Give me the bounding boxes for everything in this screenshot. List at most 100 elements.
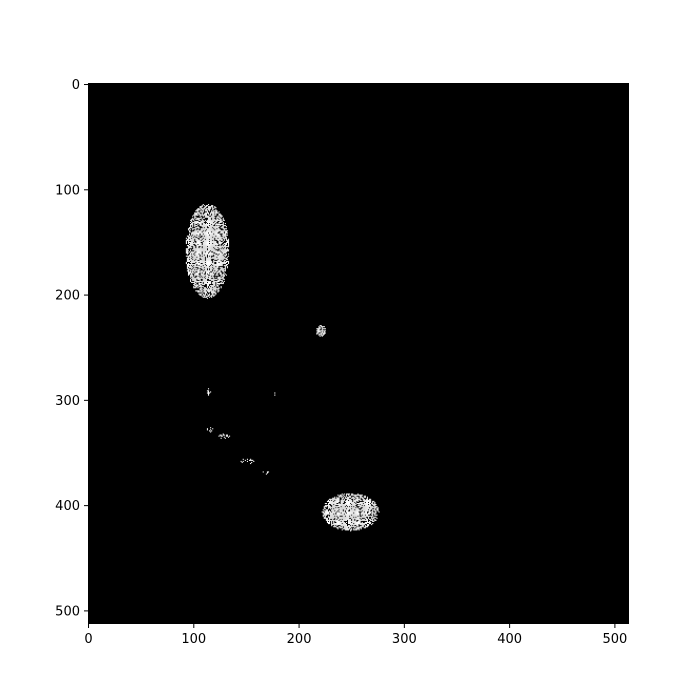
mask-pixel bbox=[338, 504, 340, 506]
mask-pixel bbox=[357, 499, 359, 501]
mask-pixel bbox=[213, 241, 215, 244]
mask-pixel bbox=[343, 517, 345, 519]
mask-pixel bbox=[206, 257, 209, 259]
mask-pixel bbox=[209, 286, 211, 288]
mask-pixel bbox=[201, 236, 203, 238]
mask-pixel bbox=[206, 239, 209, 241]
mask-pixel bbox=[200, 217, 202, 219]
mask-pixel bbox=[197, 280, 199, 282]
mask-pixel bbox=[219, 246, 221, 248]
mask-pixel bbox=[360, 499, 362, 501]
mask-pixel bbox=[327, 499, 330, 501]
mask-pixel bbox=[190, 241, 192, 244]
mask-pixel bbox=[200, 294, 202, 296]
mask-pixel bbox=[338, 512, 340, 514]
mask-pixel bbox=[207, 270, 210, 272]
mask-pixel bbox=[324, 510, 326, 512]
mask-pixel bbox=[195, 231, 197, 233]
mask-pixel bbox=[191, 277, 193, 279]
mask-region-3 bbox=[206, 388, 212, 396]
mask-pixel bbox=[192, 261, 194, 264]
mask-pixel bbox=[199, 264, 201, 266]
mask-pixel bbox=[219, 270, 221, 272]
mask-pixel bbox=[192, 245, 194, 247]
mask-pixel bbox=[190, 227, 192, 229]
mask-pixel bbox=[372, 507, 374, 509]
mask-pixel bbox=[206, 275, 209, 277]
mask-pixel bbox=[349, 518, 351, 520]
mask-pixel bbox=[221, 220, 223, 222]
mask-pixel bbox=[213, 280, 215, 282]
mask-pixel bbox=[225, 230, 227, 232]
mask-pixel bbox=[364, 510, 366, 512]
mask-pixel bbox=[331, 498, 333, 500]
mask-pixel bbox=[350, 512, 352, 514]
mask-pixel bbox=[226, 258, 229, 260]
mask-pixel bbox=[219, 232, 221, 234]
mask-pixel bbox=[210, 257, 212, 259]
mask-pixel bbox=[324, 517, 326, 519]
mask-pixel bbox=[202, 296, 204, 298]
mask-pixel bbox=[375, 504, 377, 506]
mask-pixel bbox=[341, 526, 343, 528]
mask-pixel bbox=[350, 530, 352, 532]
mask-pixel bbox=[190, 258, 192, 260]
mask-pixel bbox=[370, 499, 372, 501]
mask-pixel bbox=[210, 270, 212, 272]
mask-pixel bbox=[211, 230, 213, 232]
mask-pixel bbox=[206, 280, 209, 282]
mask-pixel bbox=[211, 240, 213, 242]
mask-pixel bbox=[224, 252, 226, 254]
mask-pixel bbox=[202, 278, 204, 280]
mask-pixel bbox=[210, 261, 212, 264]
mask-pixel bbox=[217, 279, 219, 281]
mask-pixel bbox=[356, 497, 358, 499]
mask-pixel bbox=[211, 267, 213, 269]
mask-pixel bbox=[218, 241, 220, 244]
mask-pixel bbox=[318, 331, 320, 333]
mask-pixel bbox=[206, 297, 209, 299]
mask-pixel bbox=[350, 498, 352, 500]
mask-pixel bbox=[202, 244, 204, 246]
y-tick-label: 400 bbox=[55, 499, 80, 514]
mask-pixel bbox=[347, 508, 350, 510]
mask-pixel bbox=[334, 508, 336, 510]
mask-pixel bbox=[333, 512, 335, 514]
mask-pixel bbox=[194, 234, 196, 236]
mask-pixel bbox=[205, 268, 207, 270]
mask-pixel bbox=[220, 258, 222, 260]
mask-pixel bbox=[358, 512, 360, 514]
mask-pixel bbox=[197, 258, 199, 260]
mask-pixel bbox=[210, 237, 212, 239]
mask-pixel bbox=[326, 518, 329, 520]
mask-pixel bbox=[357, 509, 359, 511]
mask-pixel bbox=[202, 269, 204, 271]
mask-pixel bbox=[198, 213, 200, 215]
mask-pixel bbox=[218, 216, 220, 218]
mask-pixel bbox=[367, 525, 370, 527]
mask-pixel bbox=[223, 274, 225, 276]
mask-pixel bbox=[207, 204, 210, 206]
mask-pixel bbox=[213, 260, 215, 262]
mask-pixel bbox=[360, 502, 362, 505]
mask-pixel bbox=[223, 245, 225, 247]
mask-pixel bbox=[218, 247, 220, 249]
mask-pixel bbox=[336, 519, 338, 521]
mask-pixel bbox=[202, 276, 204, 278]
mask-pixel bbox=[204, 213, 206, 215]
mask-pixel bbox=[224, 250, 226, 252]
mask-pixel bbox=[337, 499, 339, 501]
mask-pixel bbox=[195, 216, 197, 218]
mask-pixel bbox=[211, 285, 213, 287]
mask-pixel bbox=[221, 280, 223, 282]
mask-pixel bbox=[353, 499, 355, 501]
mask-pixel bbox=[205, 266, 207, 268]
mask-pixel bbox=[206, 260, 209, 262]
mask-pixel bbox=[206, 265, 209, 267]
mask-pixel bbox=[362, 499, 364, 501]
mask-pixel bbox=[203, 239, 205, 241]
mask-pixel bbox=[214, 232, 216, 234]
mask-pixel bbox=[190, 272, 192, 274]
mask-pixel bbox=[355, 496, 357, 498]
mask-pixel bbox=[370, 507, 372, 509]
